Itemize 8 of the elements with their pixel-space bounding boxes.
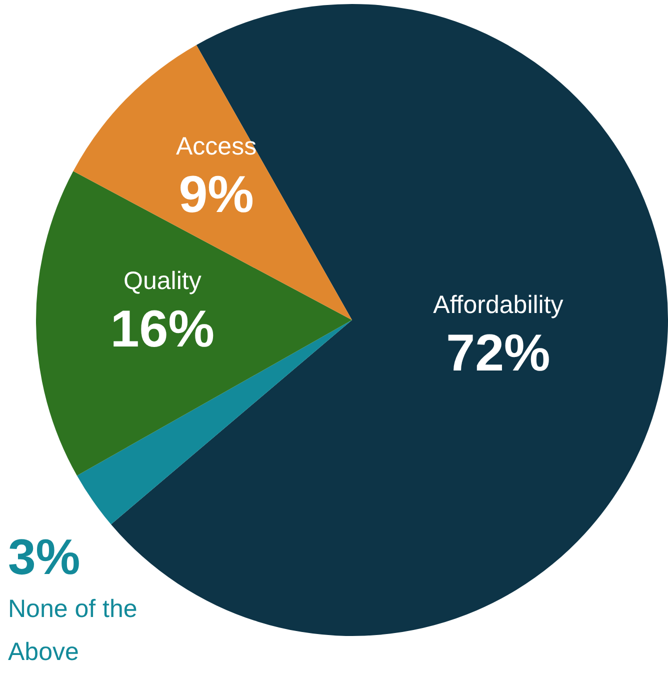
- slice-label: Quality: [124, 267, 202, 296]
- data-label: 3%: [8, 529, 80, 586]
- data-label: 16%: [110, 300, 214, 359]
- slice-label: None of the Above: [8, 595, 138, 666]
- data-label: 72%: [446, 324, 550, 382]
- data-label: 9%: [178, 166, 254, 224]
- slice-label: Affordability: [433, 290, 564, 319]
- slice-label: Access: [176, 132, 257, 160]
